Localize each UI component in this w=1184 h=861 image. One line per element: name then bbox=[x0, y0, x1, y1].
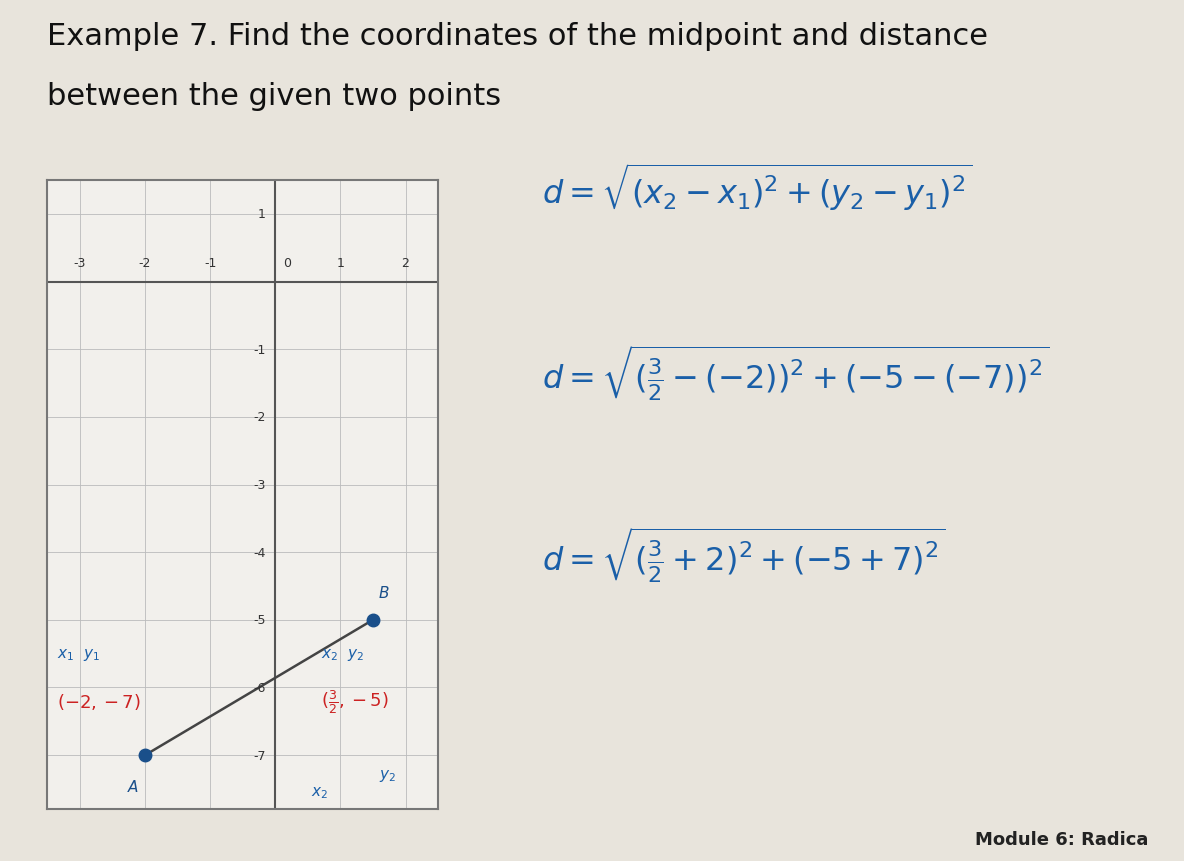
Text: $d = \sqrt{(\frac{3}{2}-(-2))^2 + (-5-(-7))^2}$: $d = \sqrt{(\frac{3}{2}-(-2))^2 + (-5-(-… bbox=[542, 343, 1049, 402]
Text: -2: -2 bbox=[253, 411, 265, 424]
Text: -3: -3 bbox=[253, 479, 265, 492]
Text: Example 7. Find the coordinates of the midpoint and distance: Example 7. Find the coordinates of the m… bbox=[47, 22, 989, 51]
Text: $x_2$: $x_2$ bbox=[311, 784, 328, 800]
Text: $x_1$  $y_1$: $x_1$ $y_1$ bbox=[57, 646, 101, 662]
Text: A: A bbox=[128, 779, 139, 794]
Text: -1: -1 bbox=[204, 257, 217, 270]
Text: $y_2$: $y_2$ bbox=[379, 767, 397, 784]
Text: -3: -3 bbox=[73, 257, 86, 270]
Text: Module 6: Radica: Module 6: Radica bbox=[976, 830, 1148, 848]
Text: 0: 0 bbox=[283, 257, 291, 270]
Text: -1: -1 bbox=[253, 344, 265, 356]
Text: -2: -2 bbox=[139, 257, 152, 270]
Text: 1: 1 bbox=[336, 257, 345, 270]
Text: 1: 1 bbox=[258, 208, 265, 221]
Text: $d = \sqrt{(\frac{3}{2}+2)^2 + (-5+7)^2}$: $d = \sqrt{(\frac{3}{2}+2)^2 + (-5+7)^2}… bbox=[542, 524, 946, 584]
Text: between the given two points: between the given two points bbox=[47, 82, 502, 111]
Text: 2: 2 bbox=[401, 257, 410, 270]
Text: -5: -5 bbox=[253, 614, 265, 627]
Text: -4: -4 bbox=[253, 546, 265, 559]
Text: -7: -7 bbox=[253, 749, 265, 762]
Text: B: B bbox=[378, 585, 388, 600]
Text: -6: -6 bbox=[253, 681, 265, 694]
Text: $(-2,-7)$: $(-2,-7)$ bbox=[57, 691, 141, 711]
Text: $x_2$  $y_2$: $x_2$ $y_2$ bbox=[321, 646, 363, 662]
Text: $(\frac{3}{2},-5)$: $(\frac{3}{2},-5)$ bbox=[321, 687, 388, 715]
Text: $d = \sqrt{(x_2-x_1)^2 + (y_2-y_1)^2}$: $d = \sqrt{(x_2-x_1)^2 + (y_2-y_1)^2}$ bbox=[542, 162, 972, 213]
